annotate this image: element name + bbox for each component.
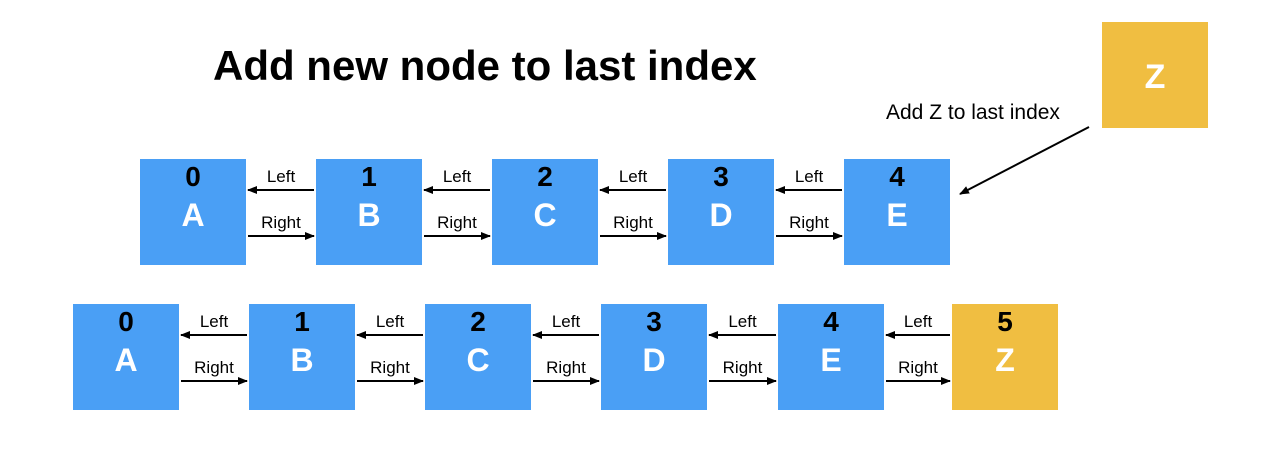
right-link-label: Right — [613, 213, 653, 232]
node-index: 2 — [470, 306, 486, 337]
node-label: C — [466, 342, 490, 378]
node-index: 0 — [185, 161, 201, 192]
node-index: 4 — [889, 161, 905, 192]
node-label: B — [357, 197, 381, 233]
right-link-label: Right — [370, 358, 410, 377]
node-index: 2 — [537, 161, 553, 192]
left-link-label: Left — [551, 312, 581, 331]
right-link-label: Right — [546, 358, 586, 377]
node-index: 0 — [118, 306, 134, 337]
node-label: Z — [995, 342, 1015, 378]
right-link-label: Right — [898, 358, 938, 377]
annotation-arrow — [959, 126, 1090, 195]
node-label: D — [709, 197, 733, 233]
node-label: D — [642, 342, 666, 378]
left-link-label: Left — [375, 312, 405, 331]
left-link-label: Left — [618, 167, 648, 186]
node-index: 3 — [646, 306, 662, 337]
left-link-label: Left — [199, 312, 229, 331]
right-link-label: Right — [437, 213, 477, 232]
left-link-label: Left — [266, 167, 296, 186]
node-label: C — [533, 197, 557, 233]
node-label: E — [886, 197, 908, 233]
node-label: A — [181, 197, 205, 233]
left-link-label: Left — [728, 312, 757, 331]
node-index: 1 — [294, 306, 310, 337]
left-link-label: Left — [903, 312, 933, 331]
left-link-label: Left — [442, 167, 472, 186]
node-index: 3 — [713, 161, 729, 192]
right-link-label: Right — [261, 213, 301, 232]
annotation-label: Add Z to last index — [886, 101, 1060, 124]
right-link-label: Right — [194, 358, 234, 377]
right-link-label: Right — [789, 213, 829, 232]
node-index: 5 — [997, 306, 1013, 337]
right-link-label: Right — [722, 358, 763, 377]
node-label: A — [114, 342, 138, 378]
left-link-label: Left — [794, 167, 824, 186]
page-title: Add new node to last index — [213, 42, 757, 89]
node-label: B — [290, 342, 314, 378]
new-node-z: Z — [1102, 22, 1208, 128]
node-label: Z — [1144, 58, 1166, 96]
node-index: 1 — [361, 161, 377, 192]
node-label: E — [820, 342, 842, 378]
node-index: 4 — [823, 306, 839, 337]
